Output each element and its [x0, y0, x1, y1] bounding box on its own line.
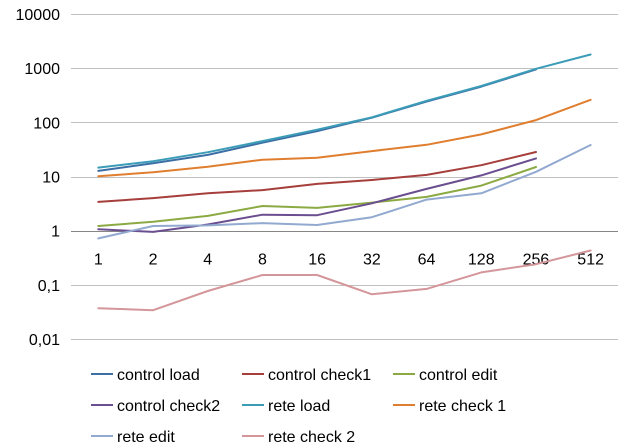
- legend: control load control check1 control edit co…: [91, 367, 506, 446]
- legend-label: control check1: [268, 367, 371, 384]
- x-tick-label: 8: [258, 252, 267, 269]
- x-tick-label: 4: [203, 252, 212, 269]
- gridlines: [71, 14, 618, 340]
- y-axis-tick-labels: 0,01 0,1 1 10 100 1000 10000: [16, 7, 61, 349]
- x-tick-label: 128: [468, 252, 495, 269]
- x-tick-label: 2: [149, 252, 158, 269]
- x-tick-label: 16: [308, 252, 326, 269]
- y-tick-label: 10000: [16, 7, 61, 24]
- series-line-rete-check-1: [97, 98, 592, 178]
- series-line-control-check1: [97, 151, 537, 203]
- series-lines: [97, 53, 592, 312]
- y-tick-label: 100: [33, 115, 60, 132]
- legend-label: control edit: [419, 367, 498, 384]
- legend-label: rete edit: [117, 429, 175, 446]
- x-axis-tick-labels: 1 2 4 8 16 32 64 128 256 512: [94, 252, 604, 269]
- y-tick-label: 1: [51, 224, 60, 241]
- series-line-control-edit: [97, 166, 537, 227]
- legend-label: rete load: [268, 398, 330, 415]
- y-tick-label: 0,1: [38, 278, 60, 295]
- series-line-control-check2: [97, 157, 537, 233]
- legend-label: control check2: [117, 398, 220, 415]
- y-tick-label: 10: [42, 170, 60, 187]
- x-tick-label: 32: [363, 252, 381, 269]
- x-tick-label: 1: [94, 252, 103, 269]
- y-tick-label: 0,01: [29, 332, 60, 349]
- series-line-control-load: [97, 68, 537, 172]
- legend-label: rete check 1: [419, 398, 506, 415]
- series-line-rete-check-2: [97, 249, 592, 312]
- series-line-rete-edit: [97, 144, 592, 240]
- series-line-rete-load: [97, 53, 592, 169]
- x-tick-label: 64: [418, 252, 436, 269]
- y-tick-label: 1000: [24, 61, 60, 78]
- x-tick-label: 512: [577, 252, 604, 269]
- legend-label: control load: [117, 367, 200, 384]
- legend-label: rete check 2: [268, 429, 355, 446]
